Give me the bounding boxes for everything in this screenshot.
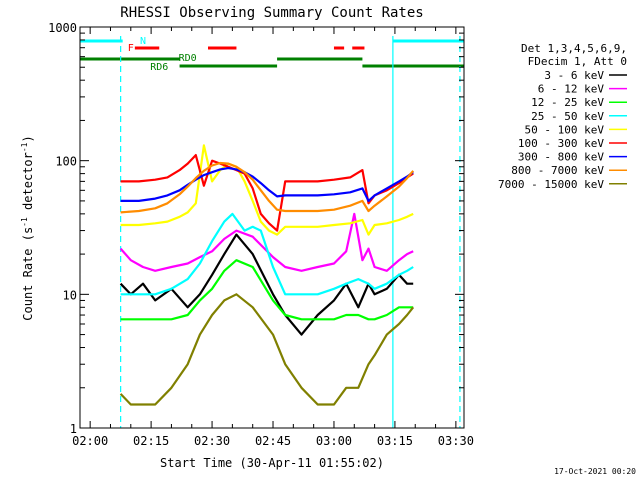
series-lines bbox=[119, 144, 415, 406]
state-bars: RD0 RD6 FN bbox=[80, 36, 464, 73]
legend-label: 800 - 7000 keV bbox=[511, 164, 604, 177]
legend-label: 12 - 25 keV bbox=[531, 96, 604, 109]
y-axis-label: Count Rate (s-1 detector-1) bbox=[20, 135, 35, 320]
legend-label: 7000 - 15000 keV bbox=[498, 178, 604, 191]
plot-frame bbox=[79, 26, 465, 429]
legend-label: 6 - 12 keV bbox=[538, 83, 605, 96]
legend-label: 300 - 800 keV bbox=[518, 151, 604, 164]
x-tick-label: 02:45 bbox=[255, 434, 291, 448]
y-axis-label-part: ) bbox=[21, 135, 35, 142]
chart-title: RHESSI Observing Summary Count Rates bbox=[120, 5, 423, 21]
x-axis-label: Start Time (30-Apr-11 01:55:02) bbox=[160, 456, 384, 470]
series-line bbox=[120, 259, 414, 321]
y-axis-label-part: Count Rate (s bbox=[21, 227, 35, 321]
y-axis-label-superscript: -1 bbox=[20, 217, 29, 227]
legend-label: 50 - 100 keV bbox=[525, 123, 605, 136]
y-tick-label: 1 bbox=[70, 422, 77, 436]
series-line bbox=[120, 154, 414, 232]
y-tick-label: 10 bbox=[63, 288, 77, 302]
state-bar-label: RD6 bbox=[150, 62, 168, 73]
series-line bbox=[120, 212, 414, 296]
time-markers bbox=[120, 36, 461, 428]
legend-label: 100 - 300 keV bbox=[518, 137, 604, 150]
legend-label: 25 - 50 keV bbox=[531, 110, 604, 123]
state-bar-label: F bbox=[128, 43, 134, 54]
legend-label: 3 - 6 keV bbox=[544, 69, 604, 82]
state-bar-label: RD0 bbox=[179, 53, 197, 64]
y-tick-label: 1000 bbox=[48, 21, 77, 35]
y-tick-label: 100 bbox=[55, 155, 77, 169]
y-axis-label-part: detector bbox=[21, 152, 35, 217]
series-line bbox=[120, 167, 414, 202]
legend-header: FDecim 1, Att 0 bbox=[528, 55, 627, 68]
y-axis-label-superscript: -1 bbox=[20, 142, 29, 152]
x-tick-label: 03:30 bbox=[438, 434, 474, 448]
x-tick-label: 02:30 bbox=[194, 434, 230, 448]
axes: 02:00 02:15 02:30 02:45 03:00 03:15 03:30 1 10 10… bbox=[48, 21, 474, 448]
series-line bbox=[120, 161, 415, 214]
x-tick-label: 02:00 bbox=[72, 434, 108, 448]
x-tick-label: 03:00 bbox=[316, 434, 352, 448]
series-line bbox=[119, 293, 415, 406]
footer-timestamp: 17-Oct-2021 00:20 bbox=[554, 467, 636, 476]
series-line bbox=[120, 144, 414, 236]
legend: Det 1,3,4,5,6,9, FDecim 1, Att 0 3 - 6 k… bbox=[498, 42, 627, 191]
x-tick-label: 03:15 bbox=[377, 434, 413, 448]
legend-header: Det 1,3,4,5,6,9, bbox=[521, 42, 627, 55]
series-line bbox=[119, 212, 414, 272]
state-bar-label: N bbox=[140, 36, 146, 47]
x-tick-label: 02:15 bbox=[133, 434, 169, 448]
